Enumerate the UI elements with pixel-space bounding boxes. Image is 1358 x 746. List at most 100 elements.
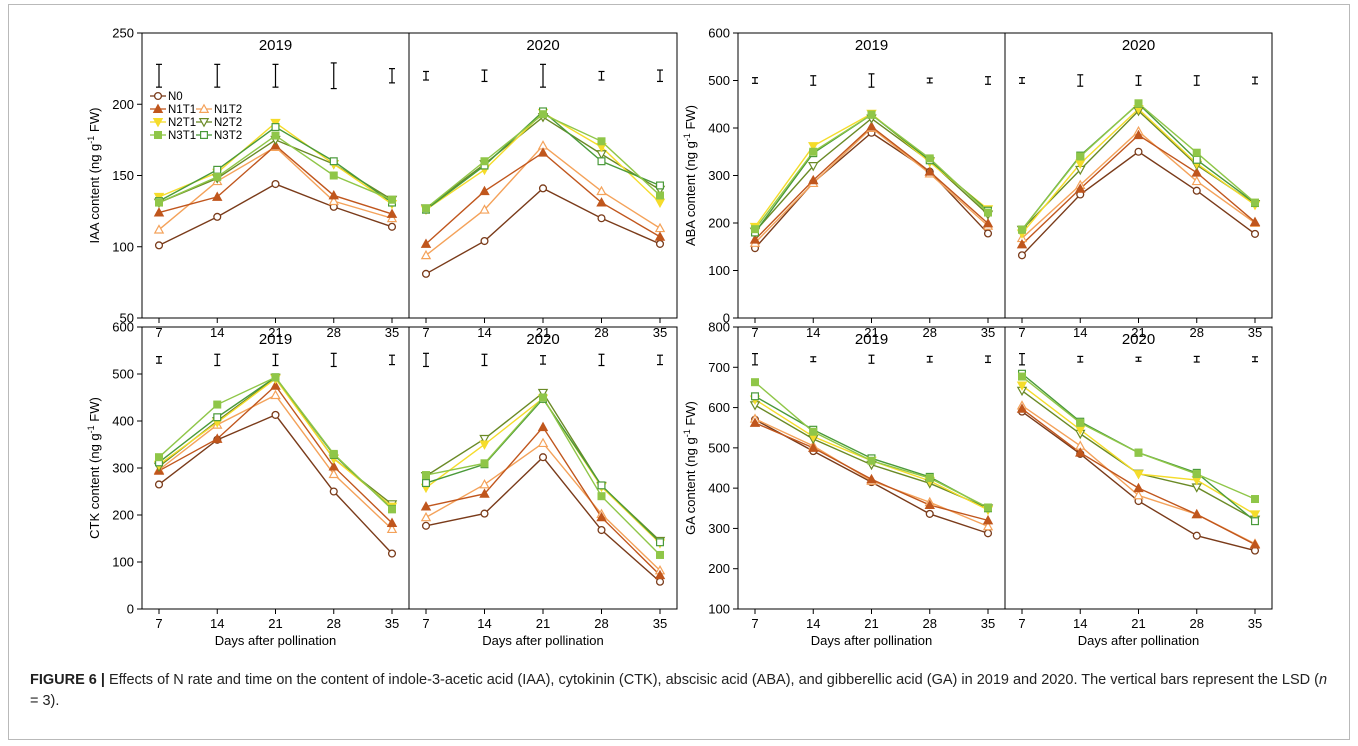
data-point-marker [1249, 539, 1261, 549]
series-line-n1t2 [754, 418, 989, 528]
data-point-marker [420, 501, 432, 511]
y-tick-label: 400 [112, 414, 134, 429]
y-axis-label: ABA content (ng g-1 FW) [682, 105, 698, 246]
data-point-marker [597, 157, 606, 166]
data-point-marker [1076, 418, 1085, 427]
x-tick-label: 21 [1131, 325, 1145, 340]
x-tick-label: 28 [327, 616, 341, 631]
x-tick-label: 35 [385, 616, 399, 631]
data-point-marker [749, 417, 761, 427]
data-point-marker [808, 174, 819, 185]
data-point-marker [200, 131, 209, 140]
x-tick-label: 14 [477, 325, 491, 340]
panel-year-title: 2020 [526, 37, 559, 54]
data-point-marker [1017, 251, 1027, 260]
data-point-marker [1133, 470, 1144, 480]
data-point-marker [212, 433, 223, 443]
data-point-marker [655, 239, 665, 248]
y-tick-label: 600 [112, 320, 134, 335]
x-tick-label: 28 [1190, 325, 1204, 340]
data-point-marker [596, 511, 607, 522]
data-point-marker [420, 238, 432, 248]
data-point-marker [420, 249, 432, 260]
data-point-marker [1016, 381, 1028, 391]
chart-group: 0 100 200 300 400 500 600 ABA content (ng g-1 F… [682, 26, 1273, 340]
data-point-marker [386, 208, 398, 218]
series-line-n2t1 [425, 111, 661, 211]
series-line-n0 [158, 183, 393, 246]
y-tick-label: 150 [112, 168, 134, 183]
caption-text: Effects of N rate and time on the conten… [104, 672, 1319, 688]
y-tick-label: 100 [112, 239, 134, 254]
series-line-n2t1 [425, 397, 661, 544]
x-tick-label: 21 [864, 616, 878, 631]
x-tick-label: 35 [981, 616, 995, 631]
data-point-marker [1250, 517, 1259, 526]
data-point-marker [655, 577, 665, 586]
series-line-n3t2 [425, 110, 661, 211]
y-tick-label: 400 [708, 481, 730, 496]
data-point-marker [654, 198, 666, 209]
data-point-marker [271, 123, 280, 132]
data-point-marker [480, 157, 489, 166]
data-point-marker [388, 505, 397, 514]
data-point-marker [386, 517, 398, 527]
data-point-marker [597, 492, 606, 501]
y-tick-label: 0 [723, 311, 730, 326]
data-point-marker [1191, 167, 1202, 177]
data-point-marker [271, 410, 280, 419]
panel-year-title: 2020 [1122, 331, 1155, 348]
y-tick-label: 200 [708, 216, 730, 231]
data-point-marker [213, 413, 222, 422]
data-point-marker [1133, 489, 1144, 500]
panel-year-title: 2019 [855, 37, 888, 54]
data-point-marker [212, 191, 223, 201]
data-point-marker [537, 421, 549, 432]
data-point-marker [654, 569, 666, 580]
data-point-marker [924, 499, 935, 510]
data-point-marker [213, 165, 222, 174]
series-line-n1t1 [425, 425, 661, 576]
data-point-marker [655, 550, 664, 559]
legend-label: N0 [168, 91, 183, 103]
panel-year-title: 2019 [259, 331, 292, 348]
data-point-marker [387, 222, 397, 231]
x-tick-label: 21 [1131, 616, 1145, 631]
chart-group: 100 200 300 400 500 600 700 800 GA content (ng g… [682, 320, 1273, 648]
data-point-marker [198, 103, 210, 113]
data-point-marker [155, 198, 164, 207]
series-line-n3t2 [754, 395, 989, 509]
x-tick-label: 7 [155, 325, 162, 340]
data-point-marker [537, 437, 549, 448]
data-point-marker [867, 456, 876, 465]
legend-label: N2T2 [214, 117, 242, 129]
y-tick-label: 400 [708, 121, 730, 136]
x-tick-label: 14 [806, 616, 820, 631]
data-point-marker [422, 471, 431, 480]
y-tick-label: 300 [112, 461, 134, 476]
data-point-marker [808, 442, 819, 452]
data-point-marker [422, 479, 431, 488]
data-point-marker [480, 509, 489, 518]
x-tick-label: 28 [923, 325, 937, 340]
data-point-marker [982, 520, 994, 531]
data-point-marker [925, 154, 934, 163]
data-point-marker [271, 373, 280, 382]
x-tick-label: 35 [981, 325, 995, 340]
series-line-n0 [754, 131, 989, 249]
data-point-marker [983, 529, 993, 538]
chart-group: 50 100 150 200 250 IAA content (ng g-1 FW) 201… [86, 26, 678, 340]
data-point-marker [1192, 470, 1201, 479]
data-point-marker [866, 473, 877, 484]
data-point-marker [538, 453, 548, 462]
data-point-marker [750, 392, 759, 401]
series-line-n1t1 [425, 151, 661, 245]
data-point-marker [1076, 152, 1085, 161]
y-tick-label: 0 [127, 602, 134, 617]
data-point-marker [597, 137, 606, 146]
data-point-marker [983, 229, 993, 238]
y-tick-label: 500 [708, 440, 730, 455]
data-point-marker [1192, 148, 1201, 157]
data-point-marker [329, 157, 338, 166]
data-point-marker [328, 468, 339, 479]
